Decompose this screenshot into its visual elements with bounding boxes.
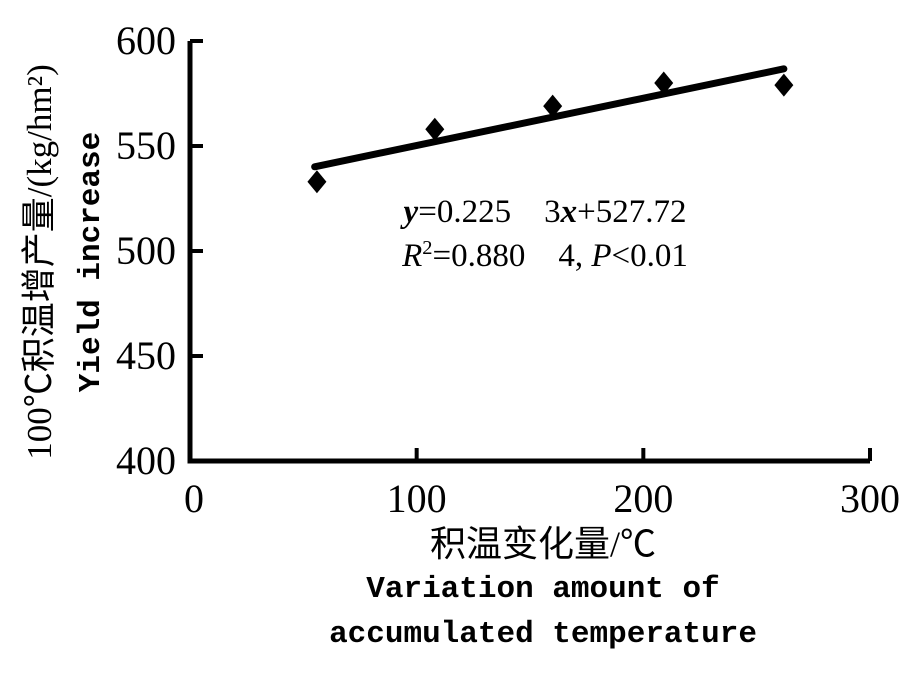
richtext-segment: y [403,194,419,230]
regression-annotation: y=0.225 3x+527.72 R2=0.880 4, P<0.01 [335,190,755,278]
x-tick-label: 100 [387,476,447,521]
regression-stats: R2=0.880 4, P<0.01 [335,234,755,278]
y-axis-title: 100℃积温增产量/(kg/hm²) Yield increase [14,0,118,582]
regression-equation: y=0.225 3x+527.72 [335,190,755,234]
data-point-diamond [543,94,563,118]
richtext-segment: x [560,194,578,230]
richtext-segment: <0.01 [611,238,688,274]
richtext-segment: R [402,238,423,274]
x-tick-label: 300 [840,476,900,521]
data-point-diamond [654,71,674,95]
richtext-segment: 2 [422,237,433,259]
richtext-segment: +527.72 [577,194,687,230]
data-point-diamond [425,117,445,141]
data-point-diamond [774,73,794,97]
y-tick-label: 500 [116,228,176,273]
x-tick-label: 200 [613,476,673,521]
x-axis-title-zh: 积温变化量/℃ [429,524,656,564]
richtext-segment: =0.225 3 [418,194,561,230]
richtext-segment: =0.880 4, [432,238,592,274]
y-tick-label: 600 [116,18,176,63]
y-axis-title-zh: 100℃积温增产量/(kg/hm²) [20,64,59,460]
x-axis-title-en-line2: accumulated temperature [329,617,757,652]
richtext-segment: P [591,238,612,274]
trend-line [311,65,788,171]
y-tick-label: 450 [116,333,176,378]
y-tick-label: 550 [116,123,176,168]
x-axis-title-en-line1: Variation amount of [366,572,720,607]
data-point-diamond [307,170,327,194]
y-axis-title-en: Yield increase [74,131,109,393]
x-tick-label: 0 [184,476,204,521]
y-tick-label: 400 [116,438,176,483]
x-axis-title: 积温变化量/℃ Variation amount of accumulated … [243,521,843,657]
